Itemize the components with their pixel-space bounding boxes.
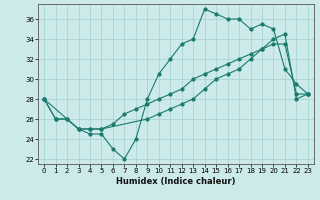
X-axis label: Humidex (Indice chaleur): Humidex (Indice chaleur) bbox=[116, 177, 236, 186]
